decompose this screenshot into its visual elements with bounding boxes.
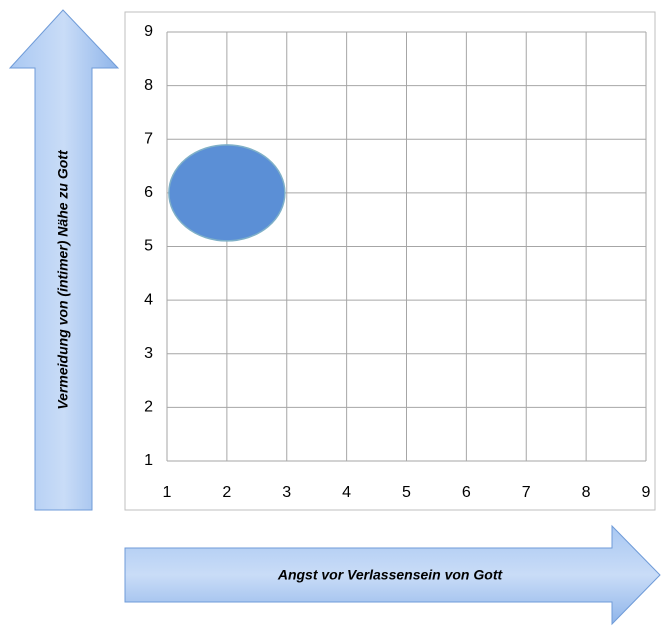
x-tick-label: 7 (522, 484, 531, 501)
bubble (168, 144, 286, 242)
y-tick-label: 8 (144, 77, 153, 94)
y-tick-label: 7 (144, 130, 153, 147)
y-tick-label: 2 (144, 399, 153, 416)
y-tick-label: 6 (144, 184, 153, 201)
x-tick-label: 1 (163, 484, 172, 501)
x-tick-label: 8 (582, 484, 591, 501)
x-tick-label: 4 (342, 484, 351, 501)
x-tick-label: 2 (222, 484, 231, 501)
x-tick-label: 6 (462, 484, 471, 501)
x-axis-label: Angst vor Verlassensein von Gott (277, 567, 504, 583)
y-axis-arrow (8, 9, 120, 511)
x-tick-label: 5 (402, 484, 411, 501)
y-tick-label: 3 (144, 345, 153, 362)
y-tick-label: 5 (144, 238, 153, 255)
x-tick-label: 3 (282, 484, 291, 501)
y-tick-label: 4 (144, 291, 153, 308)
y-tick-label: 9 (144, 23, 153, 40)
y-tick-label: 1 (144, 452, 153, 469)
x-axis-arrow (124, 524, 661, 626)
plot-frame (124, 11, 656, 511)
y-axis-label: Vermeidung von (intimer) Nähe zu Gott (55, 149, 71, 410)
x-tick-label: 9 (642, 484, 651, 501)
